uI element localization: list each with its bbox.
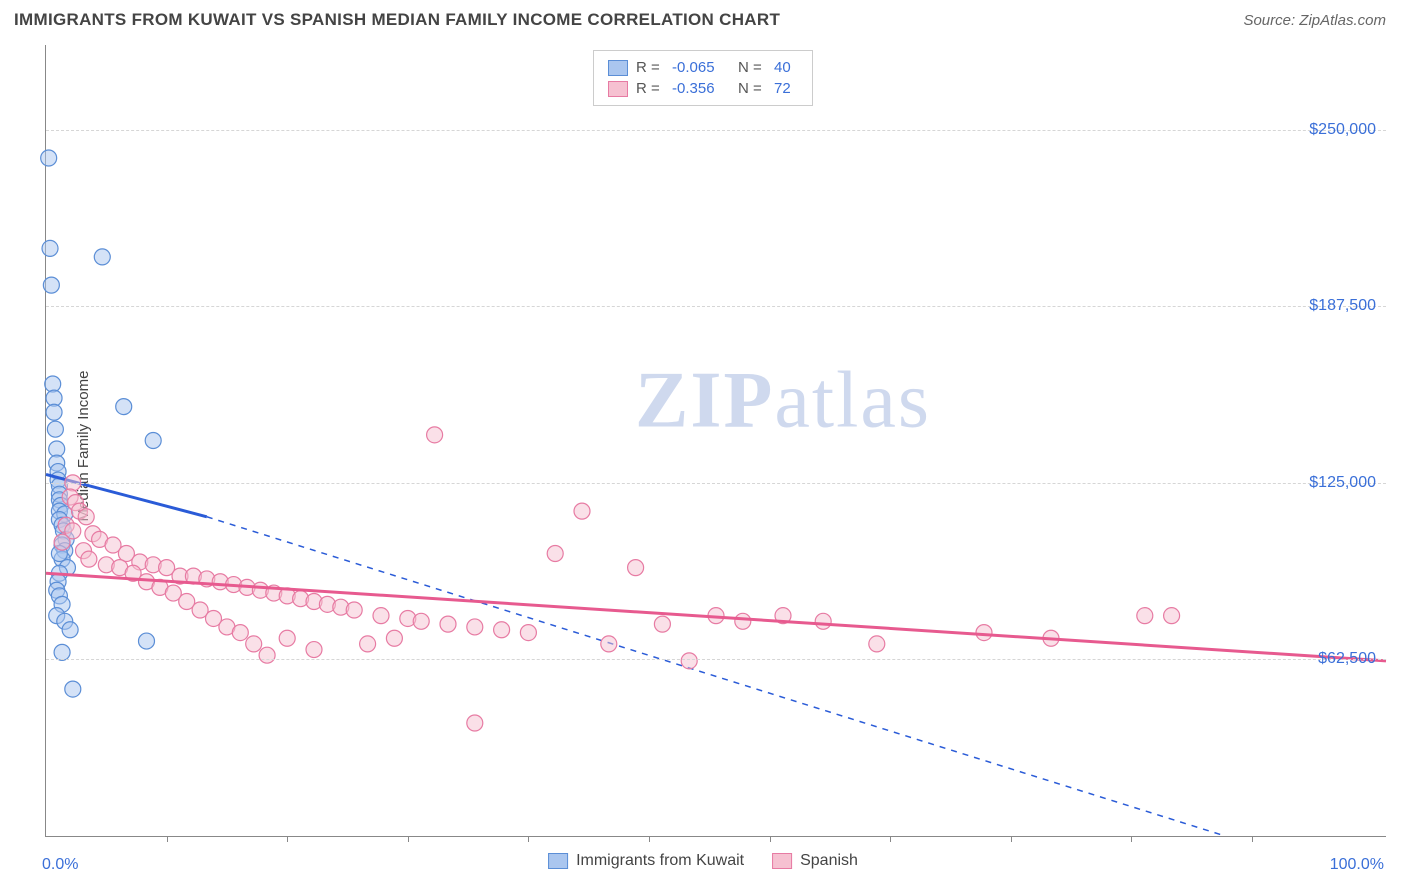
data-point-spanish: [494, 622, 510, 638]
correlation-row-kuwait: R = -0.065 N = 40: [608, 57, 798, 78]
data-point-spanish: [574, 503, 590, 519]
data-point-spanish: [1137, 608, 1153, 624]
data-point-kuwait: [47, 421, 63, 437]
data-point-kuwait: [62, 622, 78, 638]
gridline: [46, 306, 1386, 307]
data-point-spanish: [601, 636, 617, 652]
r-value-spanish: -0.356: [672, 80, 730, 97]
legend-swatch: [772, 853, 792, 869]
legend-item: Spanish: [772, 852, 858, 870]
y-tick-label: $187,500: [1309, 297, 1376, 315]
data-point-spanish: [232, 625, 248, 641]
gridline: [46, 659, 1386, 660]
data-point-spanish: [467, 619, 483, 635]
data-point-spanish: [735, 613, 751, 629]
data-point-kuwait: [139, 633, 155, 649]
r-value-kuwait: -0.065: [672, 59, 730, 76]
data-point-kuwait: [41, 150, 57, 166]
data-point-spanish: [976, 625, 992, 641]
data-point-spanish: [373, 608, 389, 624]
data-point-spanish: [259, 647, 275, 663]
data-point-spanish: [654, 616, 670, 632]
x-tick: [167, 836, 168, 842]
data-point-spanish: [869, 636, 885, 652]
data-point-spanish: [413, 613, 429, 629]
n-label: N =: [738, 59, 766, 76]
x-tick: [287, 836, 288, 842]
data-point-spanish: [427, 427, 443, 443]
plot-area: ZIPatlas $62,500$125,000$187,500$250,000: [45, 45, 1386, 837]
data-point-spanish: [346, 602, 362, 618]
data-point-spanish: [681, 653, 697, 669]
data-point-kuwait: [54, 644, 70, 660]
gridline: [46, 483, 1386, 484]
n-label: N =: [738, 80, 766, 97]
data-point-kuwait: [46, 404, 62, 420]
legend-label: Spanish: [800, 852, 858, 870]
data-point-kuwait: [145, 433, 161, 449]
n-value-kuwait: 40: [774, 59, 798, 76]
legend-label: Immigrants from Kuwait: [576, 852, 744, 870]
x-tick: [770, 836, 771, 842]
r-label: R =: [636, 59, 664, 76]
legend-item: Immigrants from Kuwait: [548, 852, 744, 870]
data-point-kuwait: [116, 399, 132, 415]
source-attribution: Source: ZipAtlas.com: [1243, 12, 1386, 29]
x-tick: [649, 836, 650, 842]
x-axis-min-label: 0.0%: [42, 856, 78, 874]
series-legend: Immigrants from Kuwait Spanish: [548, 852, 858, 870]
data-point-spanish: [520, 625, 536, 641]
data-point-kuwait: [45, 376, 61, 392]
x-axis-max-label: 100.0%: [1330, 856, 1384, 874]
data-point-spanish: [815, 613, 831, 629]
x-tick: [890, 836, 891, 842]
data-point-spanish: [306, 642, 322, 658]
y-tick-label: $125,000: [1309, 474, 1376, 492]
data-point-kuwait: [65, 681, 81, 697]
data-point-kuwait: [43, 277, 59, 293]
x-tick: [1011, 836, 1012, 842]
gridline: [46, 130, 1386, 131]
correlation-row-spanish: R = -0.356 N = 72: [608, 78, 798, 99]
header: IMMIGRANTS FROM KUWAIT VS SPANISH MEDIAN…: [0, 0, 1406, 35]
chart-title: IMMIGRANTS FROM KUWAIT VS SPANISH MEDIAN…: [14, 10, 780, 30]
x-tick: [528, 836, 529, 842]
swatch-spanish: [608, 81, 628, 97]
x-tick: [1252, 836, 1253, 842]
data-point-spanish: [628, 560, 644, 576]
x-tick: [408, 836, 409, 842]
data-point-spanish: [386, 630, 402, 646]
data-point-spanish: [279, 630, 295, 646]
data-point-spanish: [78, 509, 94, 525]
data-point-kuwait: [42, 240, 58, 256]
data-point-kuwait: [94, 249, 110, 265]
swatch-kuwait: [608, 60, 628, 76]
chart-container: IMMIGRANTS FROM KUWAIT VS SPANISH MEDIAN…: [0, 0, 1406, 892]
data-point-spanish: [81, 551, 97, 567]
scatter-svg: [46, 45, 1386, 836]
y-tick-label: $62,500: [1318, 650, 1376, 668]
data-point-spanish: [1164, 608, 1180, 624]
r-label: R =: [636, 80, 664, 97]
data-point-spanish: [440, 616, 456, 632]
x-tick: [1131, 836, 1132, 842]
legend-swatch: [548, 853, 568, 869]
data-point-spanish: [54, 534, 70, 550]
data-point-spanish: [360, 636, 376, 652]
correlation-legend: R = -0.065 N = 40 R = -0.356 N = 72: [593, 50, 813, 106]
n-value-spanish: 72: [774, 80, 798, 97]
data-point-spanish: [467, 715, 483, 731]
y-tick-label: $250,000: [1309, 121, 1376, 139]
trend-line-dashed-kuwait: [207, 517, 1225, 836]
data-point-spanish: [547, 546, 563, 562]
data-point-spanish: [246, 636, 262, 652]
